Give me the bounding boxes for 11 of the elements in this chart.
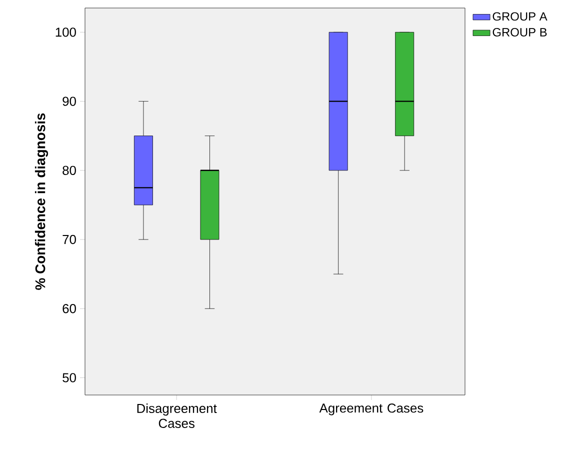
y-tick-label: 70: [62, 234, 76, 244]
y-tick-label: 80: [62, 166, 76, 175]
y-tick-label: 100: [56, 28, 76, 37]
legend-label: GROUP B: [492, 28, 547, 36]
y-tick-label: 60: [62, 304, 76, 314]
y-axis-title: % Confidence in diagnosis: [34, 113, 48, 290]
x-tick-label: Disagreement Cases: [137, 404, 217, 428]
x-tick-label: Agreement Cases: [319, 404, 424, 416]
y-tick-label: 90: [62, 96, 76, 106]
legend-label: GROUP A: [492, 12, 548, 21]
y-tick-label: 50: [62, 373, 76, 382]
